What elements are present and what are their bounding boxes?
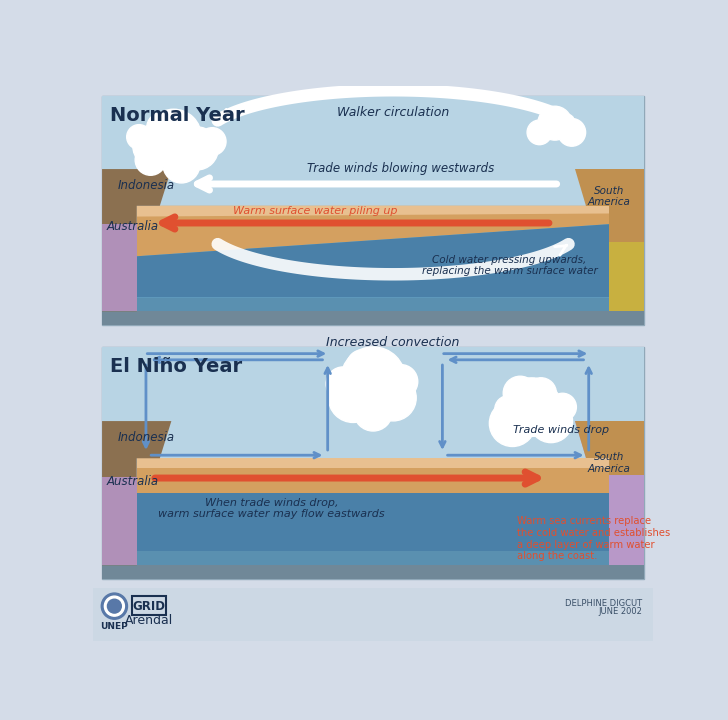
Text: El Niño Year: El Niño Year: [110, 357, 242, 377]
FancyBboxPatch shape: [102, 565, 644, 579]
Text: JUNE 2002: JUNE 2002: [598, 607, 643, 616]
Circle shape: [104, 596, 124, 616]
Circle shape: [133, 125, 176, 168]
Circle shape: [135, 145, 166, 175]
Text: South
America: South America: [587, 186, 630, 207]
Circle shape: [529, 400, 572, 443]
Circle shape: [370, 374, 416, 421]
Circle shape: [127, 125, 151, 149]
Polygon shape: [137, 206, 609, 217]
Text: South
America: South America: [587, 452, 630, 474]
Text: Increased convection: Increased convection: [326, 336, 460, 349]
Polygon shape: [102, 421, 171, 565]
Text: Trade winds drop: Trade winds drop: [513, 426, 609, 436]
Circle shape: [384, 364, 418, 398]
Circle shape: [549, 393, 577, 421]
Text: Warm sea currents replace
the cold water and establishes
a deep layer of warm wa: Warm sea currents replace the cold water…: [517, 516, 670, 561]
Text: Warm surface water piling up: Warm surface water piling up: [233, 206, 397, 216]
FancyBboxPatch shape: [102, 346, 644, 463]
Circle shape: [163, 146, 200, 183]
Text: GRID: GRID: [132, 600, 165, 613]
Circle shape: [354, 392, 392, 431]
Text: UNEP: UNEP: [100, 622, 128, 631]
Text: Trade winds blowing westwards: Trade winds blowing westwards: [307, 162, 494, 175]
Polygon shape: [137, 206, 609, 256]
Polygon shape: [137, 224, 609, 297]
Text: DELPHINE DIGCUT: DELPHINE DIGCUT: [566, 599, 643, 608]
Text: Arendal: Arendal: [125, 614, 173, 627]
FancyBboxPatch shape: [102, 311, 644, 325]
Text: Australia: Australia: [107, 220, 159, 233]
Circle shape: [489, 400, 536, 446]
Polygon shape: [137, 458, 609, 467]
Circle shape: [198, 127, 226, 156]
FancyBboxPatch shape: [137, 297, 609, 311]
Circle shape: [175, 127, 218, 170]
Circle shape: [558, 119, 585, 146]
Circle shape: [370, 351, 397, 379]
Circle shape: [495, 395, 523, 423]
Text: When trade winds drop,
warm surface water may flow eastwards: When trade winds drop, warm surface wate…: [158, 498, 385, 519]
FancyBboxPatch shape: [137, 458, 609, 552]
Circle shape: [527, 120, 552, 145]
Polygon shape: [609, 243, 644, 311]
Polygon shape: [575, 421, 644, 565]
Text: Indonesia: Indonesia: [118, 179, 175, 192]
Circle shape: [147, 112, 178, 143]
Circle shape: [347, 350, 378, 381]
Circle shape: [108, 599, 122, 613]
Circle shape: [328, 373, 378, 423]
Polygon shape: [137, 458, 609, 493]
Circle shape: [526, 378, 556, 408]
Text: Walker circulation: Walker circulation: [337, 107, 449, 120]
Polygon shape: [102, 477, 137, 565]
Circle shape: [341, 347, 405, 412]
Circle shape: [146, 109, 202, 165]
Polygon shape: [102, 169, 171, 311]
Polygon shape: [102, 224, 137, 311]
Circle shape: [326, 367, 360, 401]
Polygon shape: [575, 421, 644, 474]
Polygon shape: [137, 493, 609, 552]
FancyBboxPatch shape: [93, 588, 654, 641]
FancyBboxPatch shape: [102, 96, 644, 210]
Circle shape: [503, 377, 537, 410]
Text: Normal Year: Normal Year: [110, 107, 245, 125]
FancyBboxPatch shape: [102, 346, 644, 579]
Text: Australia: Australia: [107, 475, 159, 488]
FancyBboxPatch shape: [102, 96, 644, 325]
FancyBboxPatch shape: [137, 206, 609, 297]
Polygon shape: [575, 169, 644, 311]
Circle shape: [502, 378, 561, 436]
FancyBboxPatch shape: [137, 552, 609, 565]
Text: Indonesia: Indonesia: [118, 431, 175, 444]
Text: Cold water pressing upwards,
replacing the warm surface water: Cold water pressing upwards, replacing t…: [422, 255, 597, 276]
Circle shape: [538, 107, 571, 140]
Circle shape: [101, 593, 127, 619]
